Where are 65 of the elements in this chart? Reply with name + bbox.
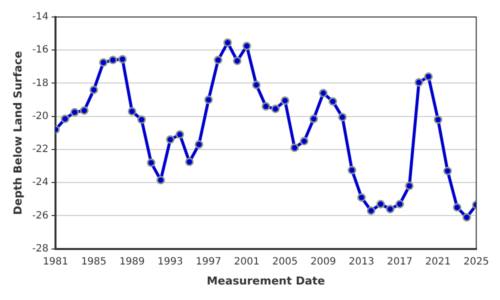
x-tick-label: 1989 [119,256,145,268]
point [204,96,213,104]
x-tick-label: 2021 [425,256,451,268]
x-tick-label: 2005 [272,256,298,268]
y-axis-title: Depth Below Land Surface [11,50,24,215]
y-tick-label: -16 [32,44,49,56]
point [185,158,194,166]
point [300,136,308,146]
x-tick-label: 2001 [234,256,260,268]
x-tick-label: 2017 [387,256,413,268]
point [80,106,88,115]
point [386,204,394,214]
point [290,144,299,152]
point [357,193,366,202]
point [452,203,462,212]
point [90,86,98,94]
point [338,112,347,122]
point [166,135,175,144]
point [271,104,280,114]
point [443,166,452,176]
point [232,56,242,66]
y-tick-label: -26 [32,210,49,222]
point [137,115,146,124]
y-tick-label: -28 [32,243,49,254]
point [70,108,79,116]
x-tick-label: 2009 [310,256,336,268]
x-tick-label: 1981 [42,256,68,268]
point [376,200,385,208]
x-tick-label: 1997 [196,256,222,268]
point [60,114,70,124]
x-tick-label: 2025 [464,256,489,268]
point [309,114,318,124]
point [328,97,338,106]
point [252,80,261,90]
point [396,200,404,208]
point [280,96,290,105]
y-tick-label: -22 [32,144,49,156]
x-tick-label: 1993 [158,256,184,268]
x-axis-title: Measurement Date [206,274,326,288]
point [262,102,270,111]
point [462,213,471,222]
point [118,54,127,64]
point [414,78,424,87]
point [156,176,165,184]
point [176,130,184,139]
x-tick-label: 2013 [348,256,374,268]
point [366,206,376,215]
y-tick-label: -18 [32,78,49,89]
point [434,115,442,124]
point [99,58,108,67]
point [405,182,414,190]
y-tick-label: -24 [32,177,49,188]
y-tick-label: -20 [32,110,49,122]
point [146,158,156,167]
point [424,72,433,81]
point [214,56,222,64]
point [194,140,204,149]
point [348,166,356,174]
point [242,42,252,50]
point [223,38,232,47]
y-tick-label: -14 [32,12,49,23]
point [319,88,328,98]
point [108,56,118,64]
point [128,107,136,116]
x-tick-label: 1985 [81,256,107,268]
